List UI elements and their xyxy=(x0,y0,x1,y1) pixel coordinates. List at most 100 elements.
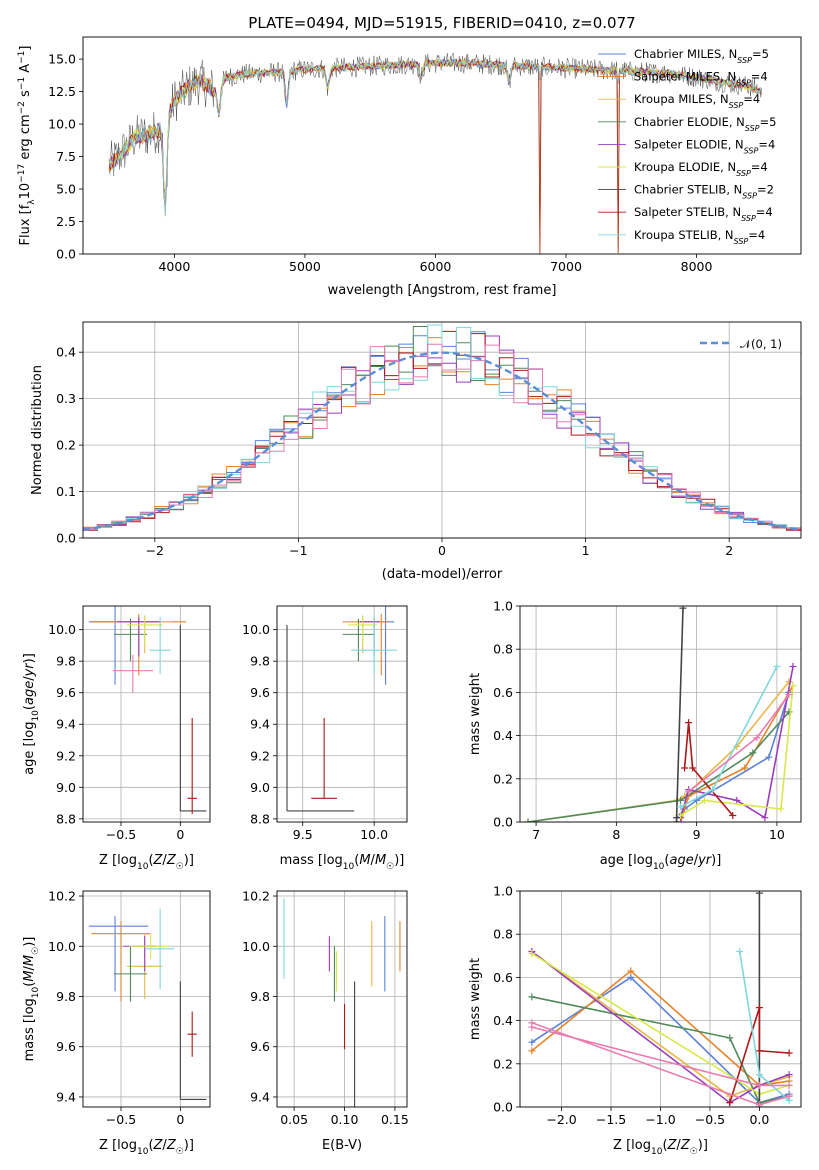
x-tick-label: 0.0 xyxy=(749,1112,769,1127)
massweight-point xyxy=(749,749,757,757)
y-tick-label: 2.5 xyxy=(56,214,76,229)
x-tick-label: −0.5 xyxy=(695,1112,725,1127)
massweight-point xyxy=(524,818,532,822)
normal-reference-curve xyxy=(83,351,799,532)
massweight-point xyxy=(701,796,709,804)
massZ-ylabel: mass [log10(M/M☉)] xyxy=(22,937,41,1062)
y-tick-label: 15.0 xyxy=(48,52,76,67)
spectrum-series-line xyxy=(108,58,763,254)
massweight-point xyxy=(685,719,693,727)
spectrum-lines xyxy=(108,53,763,254)
hist-frame xyxy=(82,321,802,539)
massweight-point xyxy=(765,753,773,761)
x-tick-label: 9 xyxy=(693,827,701,842)
spectrum-series-line xyxy=(108,58,763,216)
y-tick-label: 10.0 xyxy=(48,939,76,954)
massweight-point xyxy=(785,691,793,699)
spectrum-axes: 4000 5000 6000 7000 8000 0.0 2.5 5.0 7.5 10.0 12.5… xyxy=(48,52,712,274)
y-tick-label: 8.8 xyxy=(56,811,76,826)
massweight-point xyxy=(755,1047,763,1055)
x-tick-label: −0.5 xyxy=(106,1112,136,1127)
massweight-point xyxy=(709,786,717,794)
massweight-point xyxy=(741,764,749,772)
y-tick-label: 9.6 xyxy=(56,1039,76,1054)
massweight-point xyxy=(755,891,763,897)
x-tick-label: 5000 xyxy=(289,259,321,274)
age_vs_Z-points xyxy=(88,606,207,815)
x-tick-label: −2.0 xyxy=(546,1112,576,1127)
x-tick-label: 9.5 xyxy=(293,827,313,842)
massweight-point xyxy=(681,764,689,772)
mwZ-ylabel: mass weight xyxy=(468,958,483,1040)
massweight-point xyxy=(673,814,681,822)
y-tick-label: 0.2 xyxy=(493,771,513,786)
massweight-point xyxy=(785,1081,793,1089)
y-tick-label: 0.8 xyxy=(493,642,513,657)
y-tick-label: 9.4 xyxy=(56,717,76,732)
massweight-point xyxy=(528,993,536,1001)
massweight-series-line xyxy=(527,681,790,822)
y-tick-label: 9.6 xyxy=(250,1039,270,1054)
x-tick-label: 7 xyxy=(532,827,540,842)
massweight-point xyxy=(777,805,785,813)
y-tick-label: 0.1 xyxy=(56,484,76,499)
legend-entry: Kroupa MILES, NSSP=4 xyxy=(634,92,760,110)
massweight_vs_age-frame xyxy=(519,605,802,823)
mass_vs_ebv-axes: 0.05 0.10 0.15 9.4 9.6 9.8 10.0 10.2 xyxy=(242,889,409,1127)
y-tick-label: 8.8 xyxy=(250,811,270,826)
ebv-xlabel: E(B-V) xyxy=(322,1138,362,1153)
massweight-point xyxy=(528,1047,536,1055)
massweight-series-line xyxy=(729,1007,790,1103)
massweight-point xyxy=(785,1049,793,1057)
y-tick-label: 9.6 xyxy=(56,685,76,700)
y-tick-label: 9.0 xyxy=(56,780,76,795)
x-tick-label: −1.5 xyxy=(596,1112,626,1127)
age_vs_mass-frame xyxy=(276,605,408,823)
legend-entry: Salpeter STELIB, NSSP=4 xyxy=(634,205,773,223)
massweight-series-line xyxy=(531,950,790,1104)
massweight-series-line xyxy=(531,950,790,1098)
massweight-point xyxy=(677,803,685,811)
massweight-point xyxy=(785,1071,793,1079)
ageMass-xlabel: mass [log10(M/M☉)] xyxy=(280,853,405,872)
massweight-point xyxy=(733,796,741,804)
massweight_vs_Z-frame xyxy=(519,890,802,1108)
y-tick-label: 9.6 xyxy=(250,685,270,700)
x-tick-label: 8 xyxy=(612,827,620,842)
y-tick-label: 9.8 xyxy=(56,989,76,1004)
y-tick-label: 0.4 xyxy=(56,345,76,360)
y-tick-label: 0.6 xyxy=(493,685,513,700)
x-tick-label: 0.05 xyxy=(280,1112,308,1127)
y-tick-label: 0.6 xyxy=(493,970,513,985)
massweight-point xyxy=(677,812,685,820)
massweight-point xyxy=(755,1004,763,1012)
y-tick-label: 10.2 xyxy=(48,889,76,904)
mass_vs_ebv-frame xyxy=(276,890,408,1108)
spectrum-ylabel: Flux [fλ10−17 erg cm−2 s−1 A−1] xyxy=(17,46,37,246)
y-tick-label: 9.2 xyxy=(56,748,76,763)
x-tick-label: 2 xyxy=(725,543,733,558)
massweight_vs_age-lines xyxy=(524,606,797,822)
y-tick-label: 0.0 xyxy=(56,531,76,546)
ageZ-ylabel: age [log10(age/yr)] xyxy=(22,653,41,775)
hist-xlabel: (data-model)/error xyxy=(382,567,503,582)
massweight-point xyxy=(755,1081,763,1089)
massweight-point xyxy=(677,796,685,804)
y-tick-label: 0.2 xyxy=(56,438,76,453)
legend-entry: Salpeter MILES, NSSP=4 xyxy=(634,70,768,88)
y-tick-label: 9.4 xyxy=(250,1089,270,1104)
x-tick-label: 0 xyxy=(176,827,184,842)
x-tick-label: −1 xyxy=(289,543,307,558)
y-tick-label: 9.8 xyxy=(250,989,270,1004)
massweight-point xyxy=(789,682,797,690)
spectrum-xlabel: wavelength [Angstrom, rest frame] xyxy=(328,283,557,298)
massweight-point xyxy=(528,1038,536,1046)
y-tick-label: 9.8 xyxy=(56,654,76,669)
massweight-point xyxy=(729,812,737,820)
y-tick-label: 9.2 xyxy=(250,748,270,763)
x-tick-label: 0.15 xyxy=(381,1112,409,1127)
x-tick-label: −0.5 xyxy=(106,827,136,842)
y-tick-label: 0.2 xyxy=(493,1056,513,1071)
massweight-point xyxy=(785,708,793,716)
y-tick-label: 10.0 xyxy=(48,622,76,637)
